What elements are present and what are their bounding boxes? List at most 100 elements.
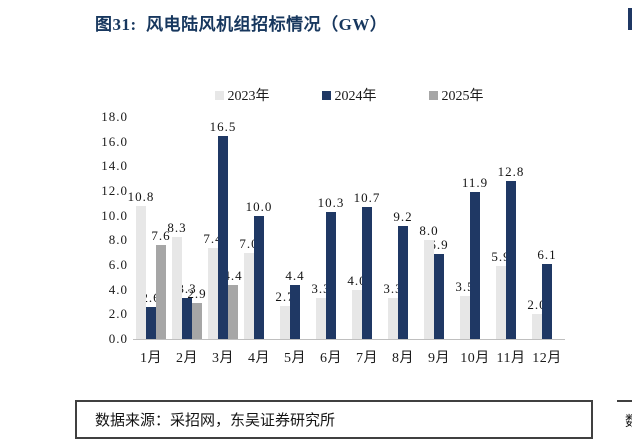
legend-label: 2025年: [441, 89, 484, 104]
bar-value-label: 10.0: [245, 198, 273, 214]
bar-group: 10.8 2.6 7.6: [128, 117, 171, 339]
bar-2024年-8月: [398, 225, 408, 339]
legend-item: 2023年: [214, 85, 270, 105]
chart-legend: 2023年 2024年 2025年: [133, 85, 565, 105]
plot-area: 10.8 2.6 7.6 8.3 3.3 2.9 7.4 16.5 4.4 7.0 10.0 2.7 4…: [128, 117, 565, 340]
bar-value-label: 16.5: [209, 118, 237, 134]
bar-value-label: 10.8: [127, 188, 155, 204]
bar-value-label: 2.0: [527, 297, 547, 313]
x-tick-label: 10月: [460, 351, 490, 366]
bar-2025年-2月: [192, 303, 202, 339]
legend-label: 2024年: [334, 89, 377, 104]
bar-value-label: 12.8: [497, 164, 525, 180]
legend-item: 2024年: [321, 85, 377, 105]
bar-group: 3.5 11.9: [455, 117, 493, 339]
bar-2023年-2月: [172, 236, 182, 339]
legend-swatch-icon: [428, 90, 438, 100]
y-tick-label: 12.0: [101, 183, 128, 198]
bar-2023年-11月: [496, 266, 506, 339]
bar-2023年-7月: [352, 289, 362, 339]
bar-value-label: 9.2: [393, 208, 413, 224]
x-tick-label: 5月: [284, 351, 306, 366]
bar-value-label: 4.0: [347, 272, 367, 288]
bar-group: 8.0 6.9: [419, 117, 457, 339]
bar-2023年-9月: [424, 240, 434, 339]
legend-swatch-icon: [321, 90, 331, 100]
bar-value-label: 2.9: [187, 286, 207, 302]
bar-value-label: 8.3: [167, 219, 187, 235]
x-tick-label: 3月: [212, 351, 234, 366]
bar-value-label: 10.3: [317, 194, 345, 210]
bar-2024年-9月: [434, 253, 444, 339]
bar-2025年-1月: [156, 245, 166, 339]
bar-2023年-6月: [316, 298, 326, 339]
bar-2025年-3月: [228, 284, 238, 339]
x-tick-label: 2月: [176, 351, 198, 366]
x-tick-label: 6月: [320, 351, 342, 366]
bar-group: 3.3 9.2: [383, 117, 421, 339]
source-text: 数据来源：采招网，东吴证券研究所: [95, 413, 336, 429]
bar-2024年-4月: [254, 215, 264, 339]
bar-value-label: 2.7: [275, 288, 295, 304]
bar-group: 8.3 3.3 2.9: [167, 117, 207, 339]
bar-value-label: 10.7: [353, 190, 381, 206]
bar-value-label: 4.4: [285, 267, 305, 283]
bar-value-label: 7.6: [151, 228, 171, 244]
y-tick-label: 4.0: [108, 281, 128, 297]
right-edge-accent: [628, 8, 632, 30]
x-tick-label: 8月: [392, 351, 414, 366]
bar-2024年-12月: [542, 263, 552, 339]
x-tick-label: 9月: [428, 351, 450, 366]
y-tick-label: 8.0: [108, 232, 128, 248]
adjacent-figure-fragment: 数: [617, 400, 632, 439]
bar-group: 7.0 10.0: [239, 117, 277, 339]
bar-value-label: 11.9: [461, 175, 489, 191]
bar-2023年-4月: [244, 252, 254, 339]
x-tick-label: 4月: [248, 351, 270, 366]
x-tick-label: 1月: [140, 351, 162, 366]
bar-value-label: 6.1: [537, 246, 557, 262]
bar-2023年-3月: [208, 247, 218, 339]
bar-value-label: 3.3: [311, 281, 331, 297]
legend-label: 2023年: [227, 89, 270, 104]
bar-2023年-12月: [532, 314, 542, 339]
bar-group: 3.3 10.3: [311, 117, 349, 339]
y-tick-label: 2.0: [108, 306, 128, 322]
bar-2024年-11月: [506, 181, 516, 339]
bar-group: 2.7 4.4: [275, 117, 313, 339]
bar-2024年-1月: [146, 306, 156, 339]
bar-2024年-3月: [218, 135, 228, 339]
bar-2023年-5月: [280, 305, 290, 339]
bar-2024年-6月: [326, 211, 336, 339]
y-axis: 0.0 2.0 4.0 6.0 8.0 10.0 12.0 14.0 16.0 18.0: [95, 109, 128, 346]
y-tick-label: 14.0: [101, 158, 128, 174]
y-tick-label: 18.0: [101, 109, 128, 124]
x-tick-label: 11月: [496, 351, 526, 366]
bar-group: 4.0 10.7: [347, 117, 385, 339]
bar-2024年-2月: [182, 298, 192, 339]
bar-2023年-8月: [388, 298, 398, 339]
bar-group: 7.4 16.5 4.4: [203, 117, 242, 339]
legend-swatch-icon: [214, 90, 224, 100]
y-tick-label: 16.0: [101, 133, 128, 149]
bar-group: 2.0 6.1: [527, 117, 565, 339]
bar-value-label: 7.0: [239, 235, 259, 251]
bar-group: 5.9 12.8: [491, 117, 529, 339]
figure-title: 图31: 风电陆风机组招标情况（GW）: [95, 15, 388, 34]
bar-2024年-7月: [362, 207, 372, 339]
source-box: 数据来源：采招网，东吴证券研究所: [75, 400, 593, 439]
bar-2023年-1月: [136, 205, 146, 339]
bar-value-label: 8.0: [419, 223, 439, 239]
legend-item: 2025年: [428, 85, 484, 105]
y-tick-label: 10.0: [101, 207, 128, 223]
x-tick-label: 7月: [356, 351, 378, 366]
bar-value-label: 3.5: [455, 278, 475, 294]
y-tick-label: 0.0: [108, 331, 128, 346]
bar-value-label: 7.4: [203, 230, 223, 246]
bar-chart: 2023年 2024年 2025年 0.0 2.0 4.0 6.0 8.0 10.0 12.0 1…: [95, 77, 565, 377]
x-axis: 1月 2月 3月 4月 5月 6月 7月 8月 9月 10月 11月 12月: [133, 347, 565, 367]
clipped-text-fragment: 数: [625, 411, 632, 431]
bar-2023年-10月: [460, 295, 470, 339]
bar-value-label: 3.3: [383, 281, 403, 297]
bar-2024年-10月: [470, 192, 480, 339]
